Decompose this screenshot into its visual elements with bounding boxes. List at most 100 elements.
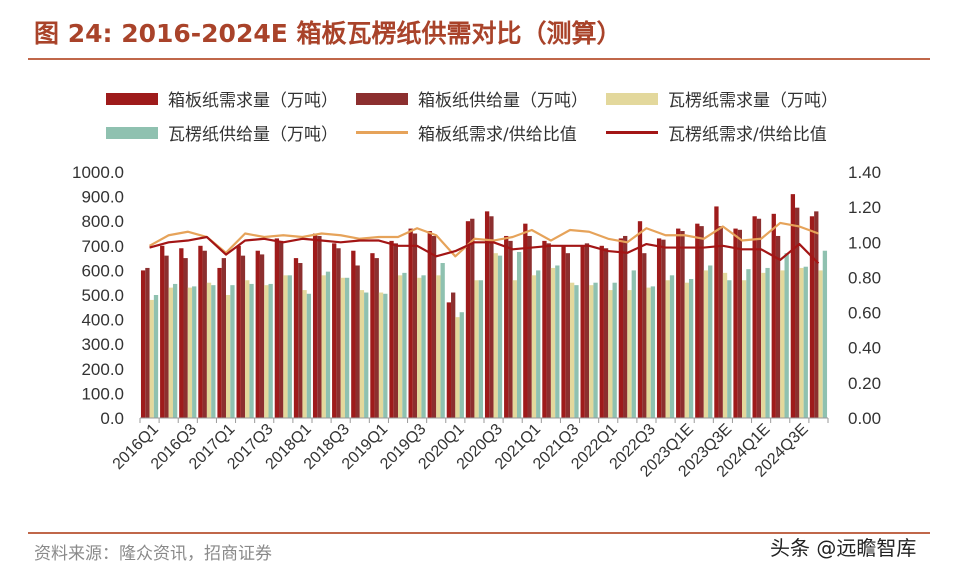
bar-0-18 <box>484 211 490 418</box>
bar-1-18 <box>489 216 494 418</box>
bar-1-20 <box>527 235 532 418</box>
y-axis-right: 0.00 0.20 0.40 0.60 0.80 1.00 1.20 1.40 <box>848 163 881 428</box>
bar-0-17 <box>465 221 471 418</box>
bar-2-23 <box>589 285 594 418</box>
y-left-tick-label: 700.0 <box>81 237 124 256</box>
bar-1-23 <box>584 243 590 418</box>
bar-0-35 <box>809 216 815 418</box>
bar-2-2 <box>187 287 193 418</box>
bar-0-27 <box>656 238 662 418</box>
bar-1-28 <box>680 231 685 418</box>
bar-3-11 <box>364 292 369 418</box>
bar-3-29 <box>708 265 713 418</box>
bar-3-28 <box>688 279 694 418</box>
bar-1-24 <box>603 248 609 418</box>
legend-item-corr-demand: 瓦楞纸需求量（万吨） <box>606 86 838 111</box>
bar-2-26 <box>646 287 651 418</box>
y-right-tick-label: 0.20 <box>848 374 881 393</box>
bar-2-5 <box>245 280 250 418</box>
bar-3-26 <box>650 286 656 418</box>
bar-1-19 <box>508 240 513 418</box>
bar-1-16 <box>451 292 456 418</box>
legend-line <box>606 131 658 134</box>
bar-2-24 <box>608 290 613 418</box>
y-left-tick-label: 600.0 <box>81 261 124 280</box>
bar-3-5 <box>249 283 254 418</box>
bar-2-0 <box>149 299 154 418</box>
y-left-tick-label: 1000.0 <box>72 163 124 182</box>
legend-item-corr-ratio: 瓦楞纸需求/供给比值 <box>606 120 827 145</box>
bar-0-6 <box>255 250 260 418</box>
chart-legend: 箱板纸需求量（万吨） 箱板纸供给量（万吨） 瓦楞纸需求量（万吨） 瓦楞纸供给量（… <box>0 80 964 150</box>
bar-3-8 <box>306 293 312 418</box>
bar-1-17 <box>470 218 475 418</box>
x-axis: 2016Q12016Q32017Q12017Q32018Q12018Q32019… <box>110 417 829 481</box>
bar-2-28 <box>684 282 689 418</box>
bar-3-24 <box>612 282 617 418</box>
bar-2-17 <box>474 280 479 418</box>
y-right-tick-label: 1.00 <box>848 233 881 252</box>
bar-3-25 <box>631 270 636 418</box>
bar-3-32 <box>765 267 770 418</box>
bar-2-22 <box>570 282 575 418</box>
legend-swatch <box>606 92 658 105</box>
bar-1-1 <box>164 255 169 418</box>
footer-divider <box>28 532 930 534</box>
legend-item-box-supply: 箱板纸供给量（万吨） <box>356 86 588 111</box>
bar-1-34 <box>795 207 800 418</box>
bar-0-24 <box>599 245 604 418</box>
bar-1-11 <box>355 265 360 418</box>
y-right-tick-label: 1.20 <box>848 198 881 217</box>
bar-1-27 <box>661 239 666 418</box>
combo-chart: 0.0 100.0 200.0 300.0 400.0 500.0 600.0 700.0 80… <box>72 163 881 481</box>
bar-1-21 <box>546 243 551 418</box>
bar-0-5 <box>236 245 241 418</box>
bar-2-31 <box>742 280 747 418</box>
bar-1-0 <box>145 267 150 418</box>
bar-0-33 <box>771 213 776 418</box>
line-series <box>149 221 820 265</box>
bar-1-4 <box>221 258 226 418</box>
bar-2-19 <box>512 280 517 418</box>
y-left-tick-label: 800.0 <box>81 212 124 231</box>
bar-1-33 <box>775 235 781 418</box>
bar-0-30 <box>714 206 719 418</box>
bar-3-27 <box>669 275 675 418</box>
bar-3-4 <box>230 285 235 418</box>
y-left-tick-label: 900.0 <box>81 188 124 207</box>
legend-item-box-ratio: 箱板纸需求/供给比值 <box>356 120 577 145</box>
bar-0-22 <box>561 245 566 418</box>
y-left-tick-label: 500.0 <box>81 286 124 305</box>
bar-1-12 <box>374 258 379 418</box>
bar-2-4 <box>226 295 231 418</box>
bar-3-15 <box>440 263 445 418</box>
source-note: 资料来源：隆众资讯，招商证券 <box>34 544 272 564</box>
legend-line <box>356 131 408 134</box>
bar-1-6 <box>259 254 265 418</box>
y-right-tick-label: 0.80 <box>848 268 881 287</box>
bar-1-31 <box>737 229 742 418</box>
bar-0-8 <box>293 258 299 418</box>
bar-1-22 <box>565 253 570 418</box>
bar-3-0 <box>153 295 159 418</box>
legend-item-corr-supply: 瓦楞纸供给量（万吨） <box>106 120 338 145</box>
legend-label: 箱板纸需求量（万吨） <box>168 91 338 111</box>
bar-2-29 <box>703 270 709 418</box>
y-axis-left: 0.0 100.0 200.0 300.0 400.0 500.0 600.0 700.0 80… <box>72 163 124 428</box>
bar-2-21 <box>550 267 556 418</box>
page-title: 图 24: 2016-2024E 箱板瓦楞纸供需对比（测算） <box>34 19 622 48</box>
bar-2-35 <box>818 270 823 418</box>
legend-swatch <box>106 92 158 105</box>
y-right-tick-label: 0.00 <box>848 409 881 428</box>
bar-3-2 <box>192 286 197 418</box>
bar-0-28 <box>676 228 681 418</box>
legend-label: 瓦楞纸供给量（万吨） <box>168 125 338 145</box>
bar-0-0 <box>140 270 146 418</box>
bar-2-27 <box>665 280 670 418</box>
bar-1-30 <box>718 226 723 418</box>
bar-3-20 <box>536 270 541 418</box>
bar-2-9 <box>321 275 326 418</box>
bar-3-33 <box>784 253 789 418</box>
bar-2-25 <box>627 290 632 418</box>
bar-0-20 <box>523 223 528 418</box>
